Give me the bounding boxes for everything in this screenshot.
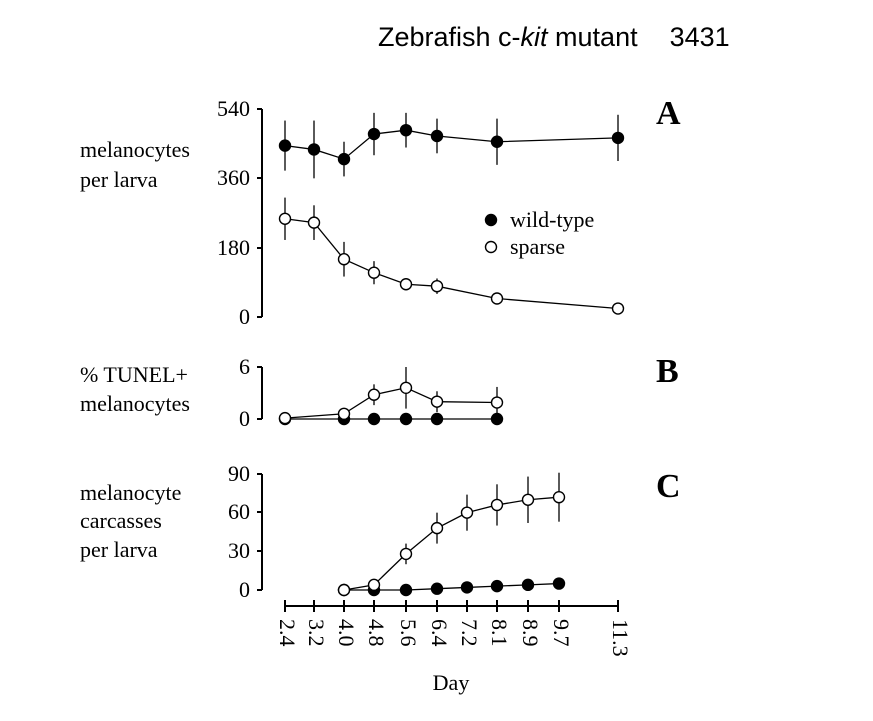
y-axis-label: melanocytes bbox=[80, 391, 190, 416]
data-point-filled bbox=[367, 412, 381, 426]
y-tick-label: 0 bbox=[239, 304, 250, 329]
series-sparse bbox=[337, 472, 566, 597]
data-point-open bbox=[278, 411, 292, 425]
panel-a: 540 360 180 0 melanocytes per larva Awild-type… bbox=[80, 95, 681, 329]
panel-label: B bbox=[656, 353, 679, 390]
legend-marker-filled bbox=[484, 213, 498, 227]
data-point-filled bbox=[552, 577, 566, 590]
legend-marker-open bbox=[484, 240, 498, 254]
x-axis: 2.4 3.2 4.0 4.8 5.6 6.4 7.2 8.1 8.9 9.7 11.3 Day bbox=[275, 600, 633, 695]
data-point-open bbox=[430, 521, 444, 535]
data-point-filled bbox=[278, 139, 292, 152]
y-tick-label: 6 bbox=[239, 354, 250, 379]
data-point-filled bbox=[399, 123, 413, 137]
panel-label: A bbox=[656, 95, 681, 132]
series-wild-type bbox=[278, 412, 504, 426]
data-point-open bbox=[490, 498, 504, 512]
panel-b: 6 0 % TUNEL+ melanocytes B bbox=[80, 353, 679, 431]
data-point-open bbox=[337, 407, 351, 420]
x-tick-label: 6.4 bbox=[427, 619, 452, 647]
data-point-filled bbox=[430, 582, 444, 595]
y-axis-label: % TUNEL+ bbox=[80, 362, 188, 387]
title-suffix: mutant bbox=[547, 22, 638, 52]
data-point-open bbox=[430, 395, 444, 408]
data-point-open bbox=[611, 302, 625, 315]
data-point-open bbox=[367, 578, 381, 592]
data-point-filled bbox=[430, 412, 444, 426]
x-tick-label: 3.2 bbox=[304, 619, 329, 647]
data-point-open bbox=[307, 216, 321, 229]
data-point-filled bbox=[611, 131, 625, 145]
x-tick-label: 7.2 bbox=[457, 619, 482, 647]
data-point-open bbox=[552, 491, 566, 504]
data-point-filled bbox=[399, 412, 413, 426]
data-point-open bbox=[399, 381, 413, 394]
data-point-open bbox=[490, 396, 504, 409]
y-tick-label: 90 bbox=[228, 461, 250, 486]
data-point-open bbox=[490, 292, 504, 305]
x-tick-label: 8.9 bbox=[518, 619, 543, 647]
y-tick-label: 540 bbox=[217, 96, 250, 121]
x-tick-label: 4.0 bbox=[334, 619, 359, 647]
figure-code: 3431 bbox=[669, 22, 730, 52]
x-tick-label: 4.8 bbox=[364, 619, 389, 647]
y-tick-label: 30 bbox=[228, 538, 250, 563]
series-line bbox=[343, 496, 560, 591]
x-tick-label: 9.7 bbox=[549, 619, 574, 647]
series-wild-type bbox=[278, 112, 625, 179]
series-line bbox=[284, 387, 498, 419]
data-point-filled bbox=[430, 129, 444, 143]
data-point-filled bbox=[367, 127, 381, 141]
y-tick-label: 60 bbox=[228, 499, 250, 524]
x-tick-label: 11.3 bbox=[608, 619, 633, 657]
y-axis-label: melanocyte bbox=[80, 480, 181, 505]
data-point-open bbox=[399, 278, 413, 291]
y-axis-label: per larva bbox=[80, 167, 158, 192]
y-axis-label: per larva bbox=[80, 537, 158, 562]
y-tick-label: 360 bbox=[217, 165, 250, 190]
y-axis-label: melanocytes bbox=[80, 137, 190, 162]
data-point-open bbox=[337, 583, 351, 597]
series-line bbox=[284, 218, 619, 310]
y-tick-label: 180 bbox=[217, 235, 250, 260]
data-point-filled bbox=[307, 143, 321, 156]
x-tick-label: 2.4 bbox=[275, 619, 300, 647]
data-point-filled bbox=[521, 578, 535, 592]
data-point-open bbox=[367, 266, 381, 279]
title-italic: kit bbox=[520, 22, 548, 52]
data-point-open bbox=[430, 279, 444, 293]
data-point-open bbox=[460, 506, 474, 519]
data-point-open bbox=[337, 253, 351, 266]
data-point-filled bbox=[490, 135, 504, 148]
panel-label: C bbox=[656, 468, 681, 505]
y-tick-label: 0 bbox=[239, 577, 250, 602]
series-sparse bbox=[278, 367, 504, 425]
y-axis-label: carcasses bbox=[80, 508, 162, 533]
x-tick-label: 5.6 bbox=[396, 619, 421, 647]
x-tick-label: 8.1 bbox=[487, 619, 512, 647]
data-point-open bbox=[399, 547, 413, 561]
data-point-filled bbox=[460, 581, 474, 594]
data-point-filled bbox=[337, 152, 351, 166]
data-point-open bbox=[521, 493, 535, 506]
y-tick-label: 0 bbox=[239, 406, 250, 431]
figure-title: Zebrafish c-kit mutant 3431 bbox=[378, 22, 730, 53]
x-axis-label: Day bbox=[433, 670, 470, 695]
data-point-open bbox=[367, 388, 381, 401]
data-point-filled bbox=[399, 583, 413, 597]
panel-c: 90 60 30 0 melanocyte carcasses per larva C bbox=[80, 461, 681, 602]
data-point-filled bbox=[490, 579, 504, 593]
series-line bbox=[284, 129, 619, 160]
title-prefix: Zebrafish c- bbox=[378, 22, 521, 52]
data-point-open bbox=[278, 212, 292, 225]
legend-label: wild-type bbox=[510, 207, 594, 232]
legend-label: sparse bbox=[510, 234, 565, 259]
series-sparse bbox=[278, 197, 625, 315]
